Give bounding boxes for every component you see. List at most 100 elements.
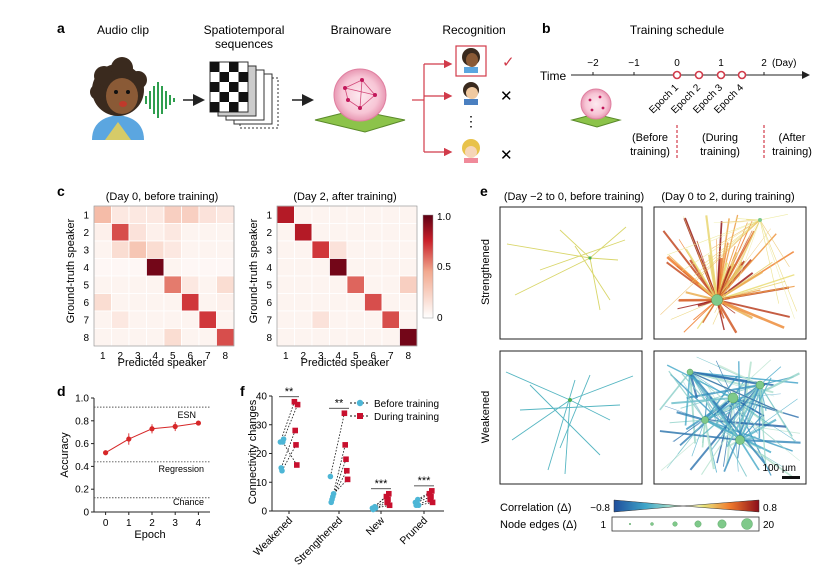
heatmap-cell — [311, 328, 330, 347]
heatmap-row-tick: 2 — [266, 228, 272, 239]
heatmap-right-ylabel: Ground-truth speaker — [248, 218, 260, 323]
tick-day-m1: −1 — [628, 58, 640, 69]
edge — [737, 219, 761, 282]
heatmap-cell — [381, 275, 400, 294]
during-point — [291, 398, 298, 405]
tick-day-2: 2 — [761, 58, 767, 69]
significance-stars: ** — [335, 397, 344, 409]
heatmap-cell — [163, 258, 182, 277]
before-point — [372, 505, 379, 511]
connectivity-ylabel: Connectivity changes — [247, 399, 259, 504]
xtick-label-weakened: Weakened — [251, 515, 295, 559]
panel-c-letter: c — [57, 183, 65, 199]
edge — [739, 439, 760, 471]
heatmap-cell — [346, 275, 365, 294]
edge — [759, 219, 798, 312]
phase-after-1: (After — [779, 132, 806, 144]
heatmap-cell — [399, 205, 418, 224]
panel-b-letter: b — [542, 20, 551, 36]
heatmap-cell — [146, 275, 165, 294]
edge — [668, 370, 706, 421]
node-edges-min: 1 — [600, 520, 606, 531]
edge — [689, 384, 761, 471]
edge — [716, 261, 773, 301]
edges-strengthened-during — [660, 214, 798, 334]
ytick-label: 30 — [256, 420, 268, 431]
heatmap-cell — [128, 258, 147, 277]
edge — [667, 219, 761, 256]
edge — [739, 439, 793, 478]
ref-label-esn: ESN — [177, 410, 196, 420]
heatmap-cell — [364, 258, 383, 277]
heatmap-col-tick: 3 — [135, 351, 141, 362]
child-speaker-illustration — [90, 57, 147, 140]
edge — [699, 384, 761, 438]
before-point — [280, 436, 287, 442]
tick-day-0: 0 — [674, 58, 680, 69]
heatmap-col-tick: 6 — [187, 351, 193, 362]
heatmap-cell — [294, 258, 313, 277]
heatmap-cell — [329, 328, 348, 347]
heatmap-left-title: (Day 0, before training) — [106, 191, 219, 203]
ytick-label: 0 — [261, 507, 267, 518]
colorbar-tick-min: 0 — [437, 313, 443, 324]
heatmap-cell — [93, 310, 112, 329]
accuracy-chart: 0 0.2 0.4 0.6 0.8 1.0 0 1 2 3 4 — [75, 394, 210, 529]
edge — [686, 384, 761, 399]
edge — [683, 299, 718, 333]
xtick-label: 3 — [172, 518, 178, 529]
heatmap-cell — [163, 275, 182, 294]
heatmap-cell — [364, 223, 383, 242]
during-point — [342, 442, 348, 448]
heatmap-cell — [181, 258, 200, 277]
heatmap-cell — [198, 328, 217, 347]
edge — [689, 371, 797, 442]
heatmap-frame — [276, 205, 418, 347]
heatmap-cell — [93, 275, 112, 294]
heatmap-col-tick: 2 — [300, 351, 306, 362]
edge — [739, 415, 763, 441]
hub-node — [727, 392, 739, 404]
edge — [702, 219, 761, 265]
heatmap-cell — [128, 240, 147, 259]
during-point — [429, 499, 436, 506]
edge — [689, 371, 778, 412]
heatmap-cell — [399, 328, 418, 347]
network-strengthened-before — [499, 206, 643, 340]
heatmap-cell — [146, 240, 165, 259]
heatmap-right-title: (Day 2, after training) — [293, 191, 396, 203]
ref-label-chance: Chance — [173, 497, 204, 507]
edge — [723, 384, 761, 472]
heatmap-cell — [111, 328, 130, 347]
heatmap-cell — [128, 223, 147, 242]
tick-day-m2: −2 — [587, 58, 599, 69]
network-right-title: (Day 0 to 2, during training) — [661, 191, 794, 203]
edge — [677, 299, 718, 310]
heatmap-cell — [346, 293, 365, 312]
network-weakened-before — [499, 350, 643, 485]
during-point — [386, 490, 392, 497]
label-sequences: sequences — [215, 37, 273, 51]
edge — [670, 299, 718, 320]
edge — [739, 418, 777, 441]
heatmap-right-xlabel: Predicted speaker — [301, 357, 390, 369]
accuracy-ylabel: Accuracy — [59, 432, 71, 478]
heatmap-cell — [381, 205, 400, 224]
edge — [716, 245, 736, 301]
heatmap-left-xlabel: Predicted speaker — [118, 357, 207, 369]
edge — [759, 214, 788, 221]
label-recognition: Recognition — [442, 23, 505, 37]
hub-node — [711, 294, 723, 306]
selected-speaker-box — [455, 45, 487, 77]
pair-line — [281, 444, 297, 471]
xtick-label-new: New — [364, 514, 388, 538]
significance-stars: *** — [375, 478, 389, 490]
heatmap-cell — [399, 223, 418, 242]
heatmap-col-tick: 4 — [152, 351, 158, 362]
heatmap-col-tick: 5 — [170, 351, 176, 362]
heatmap-cell — [198, 293, 217, 312]
heatmap-cell — [198, 223, 217, 242]
